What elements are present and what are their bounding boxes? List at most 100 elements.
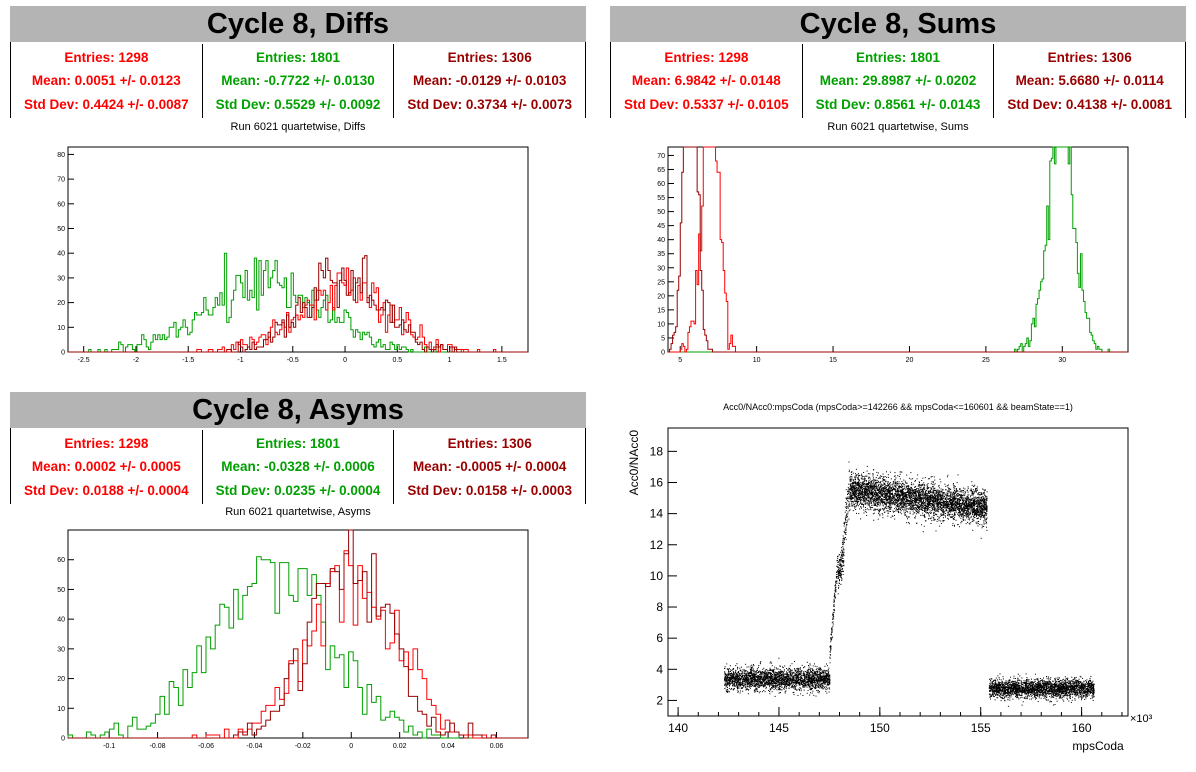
- scatter-point: [848, 493, 849, 495]
- scatter-point: [783, 681, 785, 682]
- scatter-point: [769, 693, 771, 695]
- y-tick-label: 40: [57, 251, 65, 258]
- scatter-point: [848, 510, 850, 512]
- scatter-point: [896, 497, 898, 499]
- scatter-point: [758, 685, 760, 687]
- scatter-point: [733, 668, 735, 669]
- scatter-point: [735, 678, 737, 680]
- scatter-point: [778, 689, 780, 691]
- scatter-point: [907, 511, 909, 513]
- scatter-point: [754, 689, 756, 691]
- scatter-point: [837, 566, 839, 568]
- y-tick-label: 14: [650, 507, 664, 521]
- scatter-point: [754, 685, 755, 687]
- scatter-point: [803, 679, 805, 681]
- scatter-point: [779, 679, 780, 681]
- scatter-point: [849, 495, 851, 497]
- scatter-point: [845, 517, 847, 519]
- scatter-point: [977, 507, 979, 509]
- scatter-point: [862, 488, 864, 490]
- scatter-point: [821, 673, 822, 674]
- scatter-point: [824, 676, 826, 678]
- scatter-point: [742, 684, 744, 686]
- scatter-point: [880, 489, 882, 491]
- y-tick-label: 65: [657, 167, 665, 174]
- scatter-point: [818, 680, 820, 682]
- scatter-point: [763, 672, 765, 674]
- scatter-point: [801, 678, 803, 680]
- scatter-point: [814, 683, 816, 685]
- scatter-point: [973, 514, 975, 516]
- scatter-point: [774, 675, 776, 677]
- scatter-point: [838, 559, 840, 560]
- scatter-point: [756, 683, 758, 685]
- scatter-point: [817, 675, 818, 677]
- scatter-point: [810, 676, 812, 678]
- scatter-point: [787, 676, 788, 677]
- scatter-point: [790, 677, 792, 679]
- y-tick-label: 50: [657, 209, 665, 216]
- scatter-point: [789, 673, 791, 675]
- scatter-point: [862, 478, 864, 480]
- scatter-point: [884, 486, 886, 488]
- scatter-point: [784, 675, 786, 677]
- scatter-point: [812, 680, 814, 682]
- scatter-point: [822, 674, 824, 676]
- scatter-point: [766, 678, 768, 679]
- scatter-point: [752, 672, 754, 674]
- scatter-point: [845, 497, 847, 499]
- scatter-point: [754, 680, 756, 682]
- scatter-point: [730, 669, 732, 671]
- scatter-point: [773, 680, 775, 682]
- scatter-point: [807, 685, 809, 687]
- scatter-point: [740, 675, 741, 676]
- scatter-point: [747, 685, 749, 687]
- scatter-point: [874, 499, 875, 501]
- scatter-point: [873, 483, 875, 485]
- scatter-point: [894, 483, 896, 485]
- scatter-point: [751, 679, 753, 681]
- scatter-point: [764, 682, 766, 684]
- scatter-point: [967, 489, 969, 491]
- scatter-point: [971, 521, 973, 522]
- scatter-point: [729, 679, 731, 681]
- scatter-point: [866, 498, 868, 500]
- scatter-point: [924, 511, 925, 512]
- scatter-point: [808, 671, 810, 673]
- scatter-point: [769, 669, 771, 671]
- scatter-point: [761, 676, 763, 677]
- scatter-point: [879, 510, 880, 512]
- scatter-point: [835, 584, 837, 586]
- scatter-point: [967, 486, 969, 488]
- scatter-point: [794, 682, 796, 684]
- scatter-point: [727, 687, 728, 689]
- scatter-point: [860, 499, 862, 500]
- scatter-point: [911, 484, 913, 486]
- scatter-point: [838, 571, 840, 573]
- scatter-point: [790, 679, 792, 680]
- scatter-point: [810, 674, 812, 676]
- scatter-point: [727, 673, 729, 675]
- scatter-point: [750, 676, 751, 678]
- scatter-point: [733, 674, 735, 676]
- scatter-point: [827, 679, 828, 681]
- scatter-point: [724, 684, 726, 686]
- scatter-point: [904, 486, 906, 488]
- scatter-point: [826, 673, 828, 675]
- scatter-point: [961, 494, 962, 496]
- scatter-point: [773, 673, 775, 675]
- scatter-point: [919, 490, 921, 492]
- scatter-point: [833, 615, 835, 617]
- scatter-point: [773, 671, 775, 673]
- x-tick-label: -0.04: [246, 743, 262, 750]
- scatter-point: [863, 472, 865, 473]
- scatter-point: [843, 551, 845, 553]
- scatter-point: [751, 683, 753, 685]
- stat-entries: Entries: 1306: [447, 436, 532, 452]
- scatter-point: [849, 503, 851, 505]
- scatter-point: [755, 681, 757, 682]
- scatter-point: [841, 555, 843, 557]
- scatter-point: [764, 677, 766, 679]
- scatter-point: [979, 524, 981, 526]
- scatter-point: [779, 669, 781, 670]
